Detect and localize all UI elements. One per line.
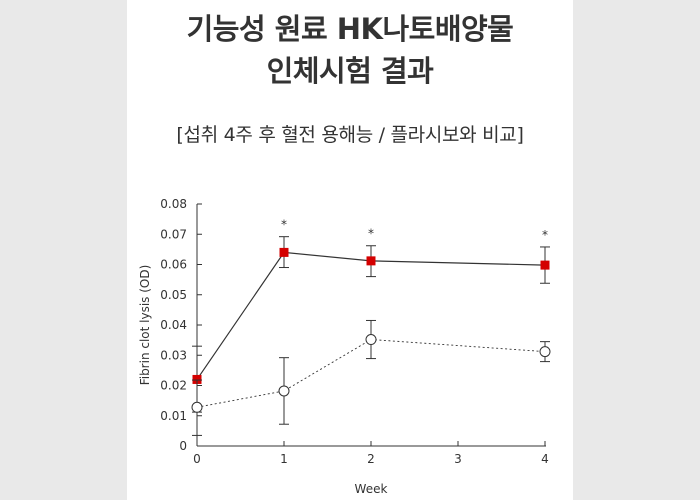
x-axis-title: Week (355, 482, 388, 496)
y-tick-label: 0.07 (160, 227, 187, 241)
y-tick-label: 0.06 (160, 258, 187, 272)
page-title-line-2: 인체시험 결과 (266, 54, 434, 88)
x-tick-label: 3 (454, 452, 462, 466)
series-0-point (192, 374, 202, 384)
significance-marker: * (542, 228, 548, 242)
y-tick-label: 0 (179, 439, 187, 453)
y-tick-label: 0.01 (160, 409, 187, 423)
significance-marker: * (281, 218, 287, 232)
series-1-point (539, 346, 551, 358)
series-1-point (278, 385, 290, 397)
x-tick-label: 0 (193, 452, 201, 466)
y-axis-title: Fibrin clot lysis (OD) (138, 265, 152, 386)
series-0-point (540, 260, 550, 270)
content-card: 기능성 원료 HK나토배양물 인체시험 결과 [섭취 4주 후 혈전 용해능 /… (127, 0, 573, 500)
series-1-point (365, 334, 377, 346)
series-0-point (279, 247, 289, 257)
y-tick-label: 0.02 (160, 379, 187, 393)
y-tick-label: 0.08 (160, 197, 187, 211)
series-0-point (366, 256, 376, 266)
series-1-point (191, 401, 203, 413)
y-tick-label: 0.04 (160, 318, 187, 332)
page-title: 기능성 원료 HK나토배양물 인체시험 결과 (127, 8, 573, 92)
fibrin-lysis-chart: 0 0.01 0.02 0.03 0.04 0.05 0.06 0.07 0.08 0 1 2 3 4 We… (138, 197, 551, 496)
page-subtitle: [섭취 4주 후 혈전 용해능 / 플라시보와 비교] (176, 124, 524, 146)
y-tick-label: 0.05 (160, 288, 187, 302)
page-title-line-1: 기능성 원료 HK나토배양물 (186, 12, 514, 46)
significance-marker: * (368, 227, 374, 241)
x-tick-label: 1 (280, 452, 288, 466)
y-tick-label: 0.03 (160, 348, 187, 362)
series-0-line (196, 251, 546, 380)
x-tick-label: 2 (367, 452, 375, 466)
x-tick-label: 4 (541, 452, 549, 466)
